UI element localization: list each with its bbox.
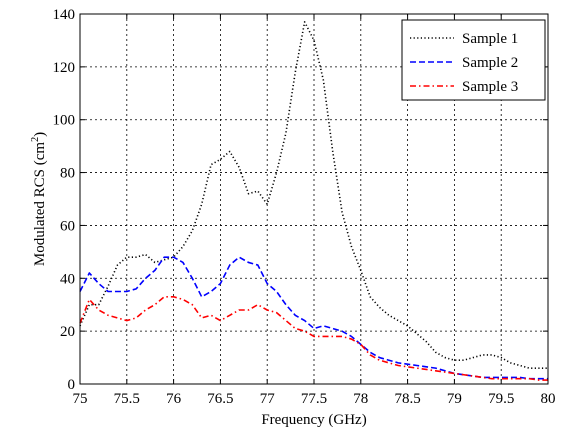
x-tick-label: 79 (447, 391, 462, 407)
x-tick-label: 80 (541, 391, 556, 407)
legend: Sample 1 Sample 2 Sample 3 (401, 19, 546, 101)
series-line-sample-3 (79, 295, 548, 381)
y-axis-title-close: ) (32, 132, 48, 137)
y-axis-title: Modulated RCS (cm2) (30, 132, 48, 266)
y-axis-title-superscript: 2 (30, 137, 41, 142)
x-tick-label: 77 (260, 391, 276, 407)
series-line-sample-2 (79, 256, 548, 380)
y-tick-label: 20 (60, 324, 75, 340)
series-line-sample-1 (79, 21, 548, 369)
x-tick-label: 77.5 (301, 391, 327, 407)
ticks (79, 13, 549, 385)
y-tick-label: 80 (60, 166, 75, 182)
series-layer (79, 21, 548, 381)
x-axis-title: Frequency (GHz) (261, 412, 366, 428)
x-tick-label: 75.5 (114, 391, 140, 407)
x-tick-label: 76 (166, 391, 182, 407)
tick-labels: 75 75.5 76 76.5 77 77.5 78 78.5 79 79.5 80 0 20 40 60 8… (53, 7, 556, 407)
legend-box (401, 19, 546, 101)
y-axis-title-main: Modulated RCS (cm (32, 142, 48, 266)
y-tick-label: 120 (53, 60, 76, 76)
x-tick-label: 78.5 (394, 391, 420, 407)
y-tick-label: 140 (53, 7, 76, 23)
y-tick-label: 100 (53, 113, 76, 129)
x-tick-label: 75 (73, 391, 88, 407)
y-tick-label: 60 (60, 218, 75, 234)
legend-label-sample-1: Sample 1 (462, 31, 518, 47)
y-tick-label: 0 (68, 377, 76, 393)
x-tick-label: 76.5 (207, 391, 233, 407)
legend-label-sample-2: Sample 2 (462, 55, 518, 71)
x-tick-label: 78 (353, 391, 368, 407)
legend-label-sample-3: Sample 3 (462, 79, 518, 95)
y-tick-label: 40 (60, 271, 75, 287)
x-tick-label: 79.5 (488, 391, 514, 407)
